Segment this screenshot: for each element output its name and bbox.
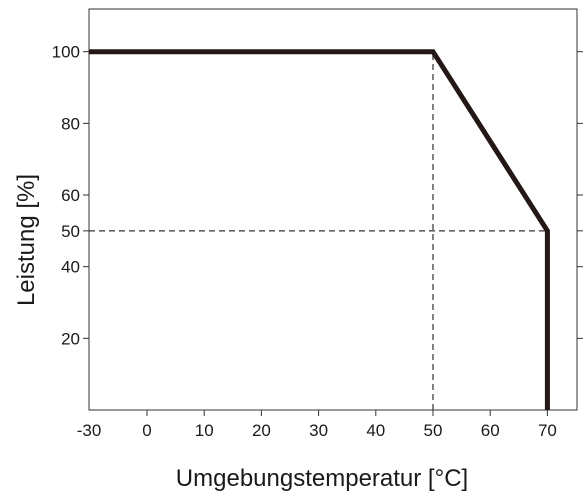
y-axis-title: Leistung [%] — [13, 174, 40, 306]
y-axis-ticks: 20 40 50 60 80 100 — [52, 43, 583, 348]
y-tick-label: 80 — [61, 114, 80, 133]
y-tick-label: 60 — [61, 186, 80, 205]
plot-frame — [88, 8, 578, 411]
x-tick-label: 50 — [424, 421, 443, 440]
series-line — [89, 49, 550, 410]
series-layer — [89, 49, 550, 410]
x-tick-label: 30 — [309, 421, 328, 440]
y-tick-label: 50 — [61, 222, 80, 241]
x-tick-label: 0 — [142, 421, 151, 440]
y-tick-label: 40 — [61, 258, 80, 277]
y-tick-label: 20 — [61, 329, 80, 348]
x-tick-label: 10 — [195, 421, 214, 440]
x-axis-title: Umgebungstemperatur [°C] — [176, 465, 468, 492]
x-tick-label: 20 — [252, 421, 271, 440]
y-tick-label: 100 — [52, 43, 80, 62]
reference-lines — [89, 51, 548, 410]
x-tick-label: -30 — [77, 421, 102, 440]
x-tick-label: 70 — [538, 421, 557, 440]
x-tick-label: 40 — [366, 421, 385, 440]
x-axis-ticks: -30 0 10 20 30 40 50 60 70 — [77, 410, 557, 440]
x-tick-label: 60 — [481, 421, 500, 440]
